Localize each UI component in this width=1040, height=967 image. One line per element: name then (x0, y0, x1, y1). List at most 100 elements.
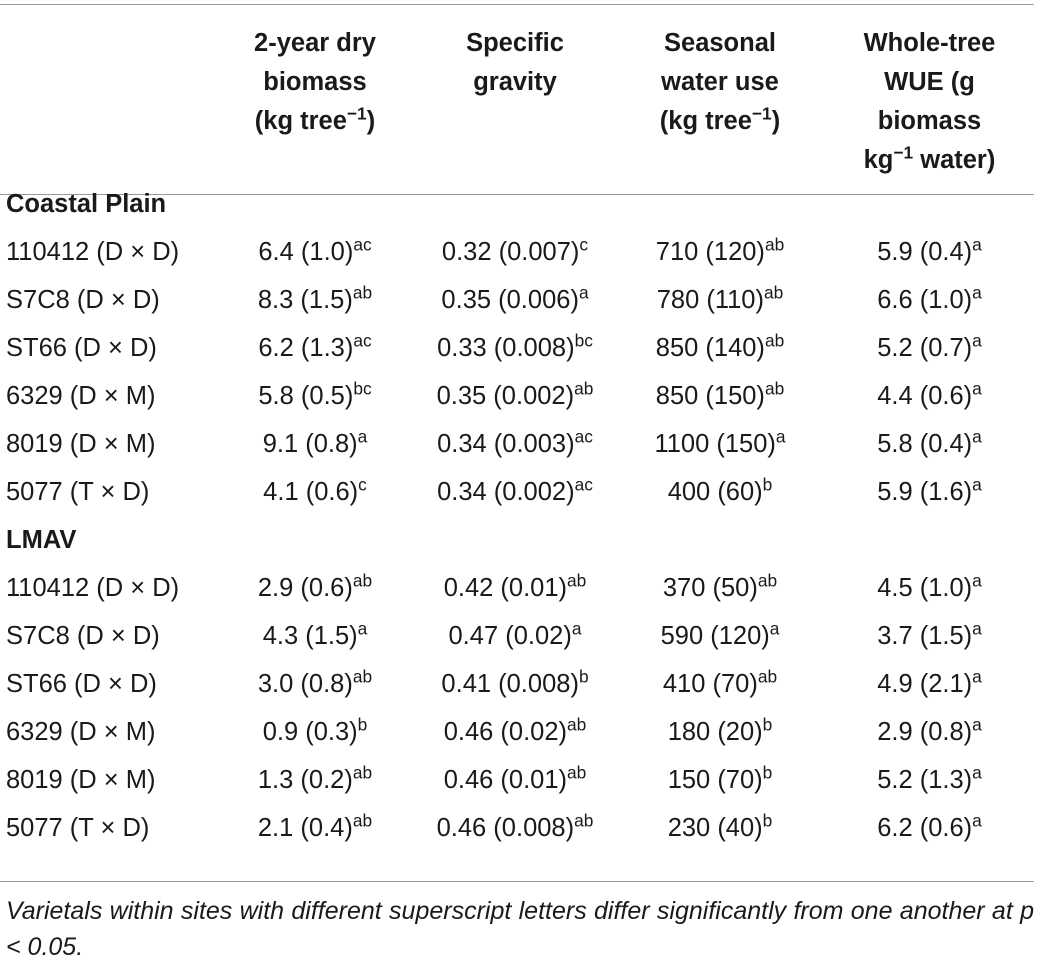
header-line: ) (771, 107, 781, 135)
varietal-name: ST66 (D × D) (6, 669, 157, 698)
significance-letters: ab (764, 377, 785, 398)
table-cell: 0.46 (0.008)ab (415, 804, 615, 852)
cell-value: 0.46 (0.02) (443, 717, 568, 746)
table-cell: 0.34 (0.003)ac (415, 420, 615, 468)
varietal-name: 5077 (T × D) (6, 477, 150, 506)
column-header: 2-year dry biomass (kg tree−1) (215, 6, 415, 180)
cell-value: 8.3 (1.5) (257, 285, 353, 314)
table-row: 110412 (D × D) 6.4 (1.0)ac 0.32 (0.007)c 71… (0, 228, 1034, 276)
table-row: 5077 (T × D) 4.1 (0.6)c 0.34 (0.002)ac 400 … (0, 468, 1034, 516)
significance-letters: b (762, 809, 773, 830)
significance-letters: b (762, 761, 773, 782)
table-row: ST66 (D × D) 6.2 (1.3)ac 0.33 (0.008)bc 850… (0, 324, 1034, 372)
table-row: 5077 (T × D) 2.1 (0.4)ab 0.46 (0.008)ab 230… (0, 804, 1034, 852)
table-cell: 8.3 (1.5)ab (215, 276, 415, 324)
table-cell: 0.46 (0.01)ab (415, 756, 615, 804)
significance-letters: b (357, 713, 368, 734)
table-cell: 370 (50)ab (615, 564, 825, 612)
table-cell: 4.9 (2.1)a (825, 660, 1034, 708)
significance-letters: a (972, 425, 982, 446)
table-cell: 5.2 (0.7)a (825, 324, 1034, 372)
significance-letters: ab (352, 569, 373, 590)
significance-letters: ab (574, 809, 594, 830)
table-cell: 0.47 (0.02)a (415, 612, 615, 660)
table-cell: 5.8 (0.4)a (825, 420, 1034, 468)
header-superscript: −1 (893, 142, 914, 163)
cell-value: 4.9 (2.1) (877, 669, 973, 698)
cell-value: 6.2 (1.3) (258, 333, 354, 362)
column-header (0, 6, 215, 180)
header-rule (0, 194, 1034, 195)
cell-value: 0.34 (0.002) (437, 477, 575, 506)
significance-letters: a (775, 425, 786, 446)
table-cell: 4.3 (1.5)a (215, 612, 415, 660)
significance-letters: a (972, 281, 982, 302)
cell-value: 5.9 (1.6) (877, 477, 973, 506)
column-header: Whole-tree WUE (g biomass kg−1 water) (825, 6, 1034, 180)
table-cell: 4.4 (0.6)a (825, 372, 1034, 420)
significance-letters: a (571, 617, 582, 638)
cell-value: 780 (110) (656, 285, 764, 314)
significance-letters: ab (764, 281, 784, 302)
table-row: 6329 (D × M) 0.9 (0.3)b 0.46 (0.02)ab 180 (… (0, 708, 1034, 756)
significance-letters: a (972, 761, 982, 782)
cell-value: 370 (50) (662, 573, 758, 602)
varietal-name: 110412 (D × D) (6, 237, 180, 266)
significance-letters: a (972, 329, 982, 350)
cell-value: 4.4 (0.6) (877, 381, 973, 410)
significance-letters: a (769, 617, 780, 638)
header-line: biomass (877, 107, 982, 135)
table-cell: 4.1 (0.6)c (215, 468, 415, 516)
significance-letters: ab (567, 713, 587, 734)
cell-value: 0.33 (0.008) (437, 333, 575, 362)
table-cell: 0.46 (0.02)ab (415, 708, 615, 756)
table-row: S7C8 (D × D) 4.3 (1.5)a 0.47 (0.02)a 590 (1… (0, 612, 1034, 660)
table-cell: 5.9 (0.4)a (825, 228, 1034, 276)
table-cell: 590 (120)a (615, 612, 825, 660)
table-body: Coastal Plain 110412 (D × D) 6.4 (1.0)ac 0.… (0, 180, 1034, 852)
significance-letters: a (972, 233, 982, 254)
significance-letters: a (972, 569, 982, 590)
bottom-rule (0, 881, 1034, 882)
significance-letters: a (357, 425, 368, 446)
table-cell: 6.2 (0.6)a (825, 804, 1034, 852)
table-cell: 230 (40)b (615, 804, 825, 852)
header-line: (kg tree (659, 107, 752, 135)
header-line: gravity (473, 68, 557, 96)
varietal-name: 8019 (D × M) (6, 429, 156, 458)
varietal-name: 5077 (T × D) (6, 813, 150, 842)
header-superscript: −1 (346, 103, 367, 124)
table-cell: 5.8 (0.5)bc (215, 372, 415, 420)
table-cell: 0.42 (0.01)ab (415, 564, 615, 612)
header-line: WUE (g (884, 68, 975, 96)
table-cell: 0.33 (0.008)bc (415, 324, 615, 372)
table-row: 8019 (D × M) 9.1 (0.8)a 0.34 (0.003)ac 1100… (0, 420, 1034, 468)
significance-letters: ab (352, 761, 373, 782)
table-cell: 5.9 (1.6)a (825, 468, 1034, 516)
header-line: water) (913, 146, 996, 174)
table-cell: 780 (110)ab (615, 276, 825, 324)
cell-value: 5.8 (0.4) (877, 429, 973, 458)
cell-value: 710 (120) (655, 237, 765, 266)
header-line: water use (661, 68, 779, 96)
significance-letters: ab (352, 281, 373, 302)
cell-value: 4.1 (0.6) (263, 477, 359, 506)
cell-value: 850 (150) (655, 381, 765, 410)
top-rule (0, 4, 1034, 5)
cell-value: 0.46 (0.01) (443, 765, 568, 794)
cell-value: 6.4 (1.0) (258, 237, 354, 266)
significance-letters: ac (353, 233, 372, 254)
significance-letters: ac (353, 329, 372, 350)
header-line: Seasonal (664, 29, 776, 57)
table-row: 110412 (D × D) 2.9 (0.6)ab 0.42 (0.01)ab 37… (0, 564, 1034, 612)
cell-value: 150 (70) (667, 765, 763, 794)
table-cell: 9.1 (0.8)a (215, 420, 415, 468)
cell-value: 1100 (150) (654, 429, 776, 458)
table-cell: 3.7 (1.5)a (825, 612, 1034, 660)
section-title: Coastal Plain (6, 189, 167, 218)
significance-letters: a (972, 665, 982, 686)
cell-value: 850 (140) (655, 333, 765, 362)
significance-letters: ab (757, 569, 778, 590)
header-line: ) (366, 107, 376, 135)
